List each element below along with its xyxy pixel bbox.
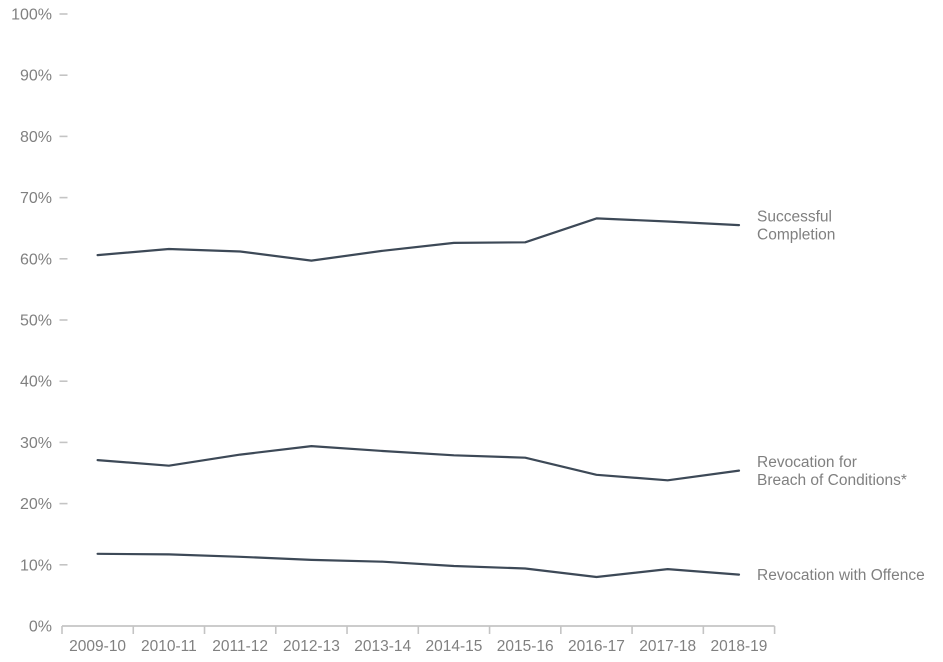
series-line-revocation-for-breach-of-conditions: [96, 445, 741, 482]
y-axis-tick-label: 30%: [20, 435, 52, 452]
y-axis-tick-label: 80%: [20, 129, 52, 146]
x-axis-tick-label: 2015-16: [497, 638, 554, 655]
series-label-revocation-for-breach-of-conditions: Revocation for Breach of Conditions*: [757, 454, 907, 489]
x-axis-tick-label: 2011-12: [212, 638, 268, 655]
x-axis-tick-label: 2016-17: [568, 638, 625, 655]
x-axis-tick-label: 2017-18: [639, 638, 696, 655]
y-axis-tick-label: 10%: [20, 557, 52, 574]
x-axis-tick-label: 2013-14: [354, 638, 411, 655]
y-axis-tick-label: 0%: [29, 619, 52, 636]
y-axis-tick-label: 70%: [20, 190, 52, 207]
x-axis-tick-label: 2010-11: [141, 638, 197, 655]
y-axis-tick-label: 60%: [20, 251, 52, 268]
series-label-successful-completion: Successful Completion: [757, 209, 835, 244]
y-axis-tick-label: 100%: [11, 7, 52, 24]
series-label-revocation-with-offence: Revocation with Offence: [757, 567, 925, 584]
series-line-successful-completion: [96, 217, 741, 262]
x-axis-tick-label: 2012-13: [283, 638, 340, 655]
y-axis-tick-label: 20%: [20, 496, 52, 513]
series-line-revocation-with-offence: [96, 552, 741, 579]
x-axis-tick-label: 2009-10: [69, 638, 126, 655]
x-axis-tick-label: 2014-15: [425, 638, 482, 655]
y-axis-tick-label: 40%: [20, 374, 52, 391]
y-axis-tick-label: 50%: [20, 313, 52, 330]
y-axis-tick-label: 90%: [20, 68, 52, 85]
x-axis-tick-label: 2018-19: [711, 638, 768, 655]
